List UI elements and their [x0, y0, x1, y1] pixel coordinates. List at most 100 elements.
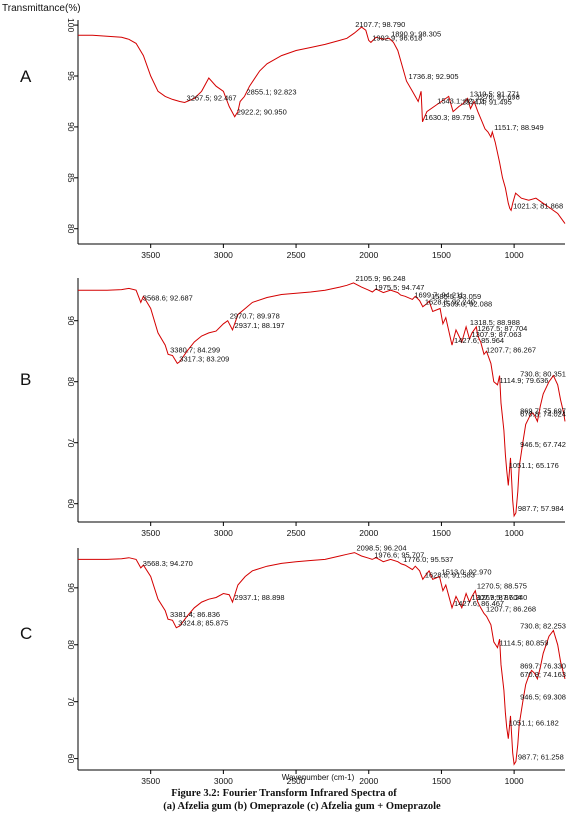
peak-label: 1976.6; 95.707 — [374, 550, 424, 559]
peak-label: 946.5; 69.308 — [520, 693, 566, 702]
x-tick-label: 2500 — [287, 528, 306, 538]
x-tick-label: 1000 — [505, 250, 524, 260]
peak-label: 1276; 91.698 — [476, 92, 520, 101]
peak-label: 3267.5; 92.467 — [187, 93, 237, 102]
caption-line-1: Figure 3.2: Fourier Transform Infrared S… — [171, 788, 397, 799]
panel-letter-b: B — [20, 370, 31, 389]
peak-label: 1992.9; 96.618 — [372, 33, 422, 42]
peak-label: 3317.3; 83.209 — [179, 354, 229, 363]
peak-label: 1318.5; 88.988 — [470, 318, 520, 327]
peak-label: 1513.0; 92.970 — [442, 567, 492, 576]
y-tick-label: 60 — [66, 499, 76, 509]
peak-label: 670.8; 74.024 — [520, 409, 566, 418]
peak-label: 2922.2; 90.950 — [237, 108, 287, 117]
peak-label: 2105.9; 96.248 — [355, 274, 405, 283]
peak-label: 1267.5; 87.240 — [477, 593, 527, 602]
x-tick-label: 3000 — [214, 528, 233, 538]
y-tick-label: 70 — [66, 697, 76, 707]
x-tick-label: 3500 — [141, 776, 160, 786]
x-tick-label: 1500 — [432, 528, 451, 538]
peak-label: 869.7; 75.697 — [520, 406, 566, 415]
peak-label: 3568.3; 94.270 — [143, 559, 193, 568]
peak-label: 1270.5; 88.575 — [477, 582, 527, 591]
peak-label: 3568.6; 92.687 — [143, 293, 193, 302]
peak-label: 1975.5; 94.747 — [374, 283, 424, 292]
x-tick-label: 2500 — [287, 776, 306, 786]
peak-label: 869.7; 76.330 — [520, 661, 566, 670]
peak-label: 2937.1; 88.197 — [235, 321, 285, 330]
peak-label: 1628.8; 91.583 — [425, 570, 475, 579]
y-tick-label: 70 — [66, 438, 76, 448]
peak-label: 2107.7; 98.790 — [355, 20, 405, 29]
panel-a: A 100 95 90 85 80 3500 3000 2500 2000 1500 1000 3267… — [20, 18, 566, 260]
x-tick-label: 3000 — [214, 250, 233, 260]
x-tick-label: 2000 — [359, 528, 378, 538]
peak-label: 1207.7; 86.267 — [486, 345, 536, 354]
x-tick-label: 1000 — [505, 528, 524, 538]
peak-label: 3324.8; 85.875 — [178, 619, 228, 628]
peak-label: 1051.1; 65.176 — [509, 461, 559, 470]
y-axis-title: Transmittance(%) — [2, 3, 81, 14]
peak-label: 3380.7; 84.299 — [170, 345, 220, 354]
peak-label: 3381.4; 86.836 — [170, 610, 220, 619]
peak-label: 1319.5; 91.771 — [470, 89, 520, 98]
peak-label: 1374.4; 91.495 — [462, 98, 512, 107]
panel-letter-a: A — [20, 67, 32, 86]
x-tick-label: 3500 — [141, 528, 160, 538]
x-tick-label: 1500 — [432, 776, 451, 786]
peak-label: 1051.1; 66.182 — [509, 718, 559, 727]
y-tick-label: 90 — [66, 122, 76, 132]
y-tick-label: 90 — [66, 583, 76, 593]
peak-label: 1628.8; 92.240 — [425, 298, 475, 307]
panel-letter-c: C — [20, 624, 32, 643]
peak-label: 1114.9; 79.636 — [500, 376, 549, 385]
peak-label: 1427.6; 86.467 — [454, 599, 504, 608]
peak-label: 1267.5; 87.704 — [477, 324, 527, 333]
peak-label: 987.7; 61.258 — [518, 752, 564, 761]
spectrum-line-c — [78, 552, 566, 766]
panel-c: C 90 80 70 60 3500 3000 2500 2000 1500 1000 3568.3;… — [20, 544, 566, 786]
peak-label: 730.8; 80.351 — [520, 370, 566, 379]
peak-label: 1630.3; 89.759 — [425, 113, 475, 122]
peak-label: 1736.8; 92.905 — [409, 72, 459, 81]
y-tick-label: 80 — [66, 377, 76, 387]
x-tick-label: 3000 — [214, 776, 233, 786]
peak-label: 2098.5; 96.204 — [356, 544, 406, 553]
peak-label: 1114.5; 80.859 — [500, 639, 549, 648]
spectrum-line-a — [78, 26, 566, 224]
peak-label: 1151.7; 88.949 — [494, 123, 544, 132]
y-tick-label: 80 — [66, 640, 76, 650]
peak-label: 987.7; 57.984 — [518, 504, 564, 513]
peak-label: 2937.1; 88.898 — [235, 593, 285, 602]
x-tick-label: 1000 — [505, 776, 524, 786]
peak-label: 946.5; 67.742 — [520, 440, 566, 449]
x-axis-title: Wavenumber (cm-1) — [282, 773, 355, 782]
y-tick-label: 85 — [66, 173, 76, 183]
x-tick-label: 1500 — [432, 250, 451, 260]
x-tick-label: 2500 — [287, 250, 306, 260]
x-tick-label: 2000 — [359, 250, 378, 260]
x-tick-label: 2000 — [359, 776, 378, 786]
peak-label: 1427.6; 85.964 — [454, 336, 504, 345]
peak-label: 1307.9; 87.604 — [471, 593, 521, 602]
peak-label: 1021.3; 81.868 — [513, 201, 563, 210]
peak-label: 1890.9; 98.305 — [391, 29, 441, 38]
peak-label: 1699.7; 94.211 — [414, 290, 464, 299]
peak-label: 1776.0; 95.537 — [403, 555, 453, 564]
peak-label: 1307.9; 87.063 — [471, 330, 521, 339]
spectrum-line-b — [78, 282, 566, 518]
peak-label: 2970.7; 89.978 — [230, 312, 280, 321]
y-tick-label: 95 — [66, 71, 76, 81]
panel-b: B 90 80 70 60 3500 3000 2500 2000 1500 1000 3568.6;… — [20, 274, 566, 538]
spectra-panels: A 100 95 90 85 80 3500 3000 2500 2000 1500 1000 3267… — [20, 18, 566, 786]
peak-label: 1509.0; 92.088 — [442, 300, 492, 309]
y-tick-label: 60 — [66, 754, 76, 764]
y-tick-label: 90 — [66, 316, 76, 326]
peak-label: 1543.1; 92.115 — [437, 97, 487, 106]
peak-label: 2855.1; 92.823 — [246, 87, 296, 96]
y-tick-label: 80 — [66, 224, 76, 234]
y-tick-label: 100 — [66, 18, 76, 32]
peak-label: 1207.7; 86.268 — [486, 604, 536, 613]
peak-label: 730.8; 82.253 — [520, 622, 566, 631]
x-tick-label: 3500 — [141, 250, 160, 260]
